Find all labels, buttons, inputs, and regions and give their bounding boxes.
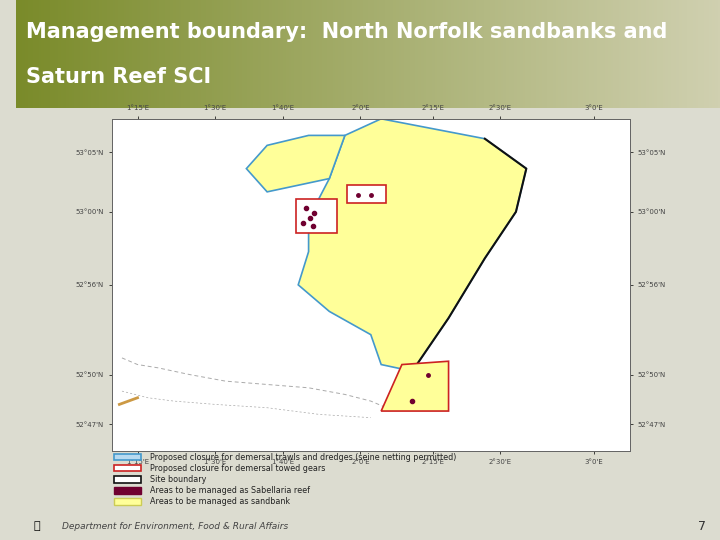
Text: Site boundary: Site boundary bbox=[150, 475, 207, 484]
Bar bbox=[296, 199, 337, 233]
Bar bbox=[114, 476, 141, 483]
Text: 🏛: 🏛 bbox=[33, 522, 40, 531]
Bar bbox=[114, 487, 141, 494]
Polygon shape bbox=[381, 361, 449, 411]
Text: Areas to be managed as sandbank: Areas to be managed as sandbank bbox=[150, 497, 291, 507]
Polygon shape bbox=[246, 136, 345, 192]
Bar bbox=[114, 465, 141, 471]
Text: Proposed closure for demersal towed gears: Proposed closure for demersal towed gear… bbox=[150, 464, 326, 473]
Bar bbox=[114, 454, 141, 460]
Polygon shape bbox=[298, 119, 526, 371]
Bar bbox=[114, 498, 141, 505]
Text: 7: 7 bbox=[698, 520, 706, 533]
Text: Areas to be managed as Sabellaria reef: Areas to be managed as Sabellaria reef bbox=[150, 486, 310, 495]
Text: Proposed closure for demersal trawls and dredges (seine netting permitted): Proposed closure for demersal trawls and… bbox=[150, 453, 457, 462]
Text: Saturn Reef SCI: Saturn Reef SCI bbox=[27, 67, 212, 87]
Text: Management boundary:  North Norfolk sandbanks and: Management boundary: North Norfolk sandb… bbox=[27, 22, 667, 42]
Text: Department for Environment, Food & Rural Affairs: Department for Environment, Food & Rural… bbox=[62, 522, 288, 531]
Bar bbox=[348, 185, 387, 204]
